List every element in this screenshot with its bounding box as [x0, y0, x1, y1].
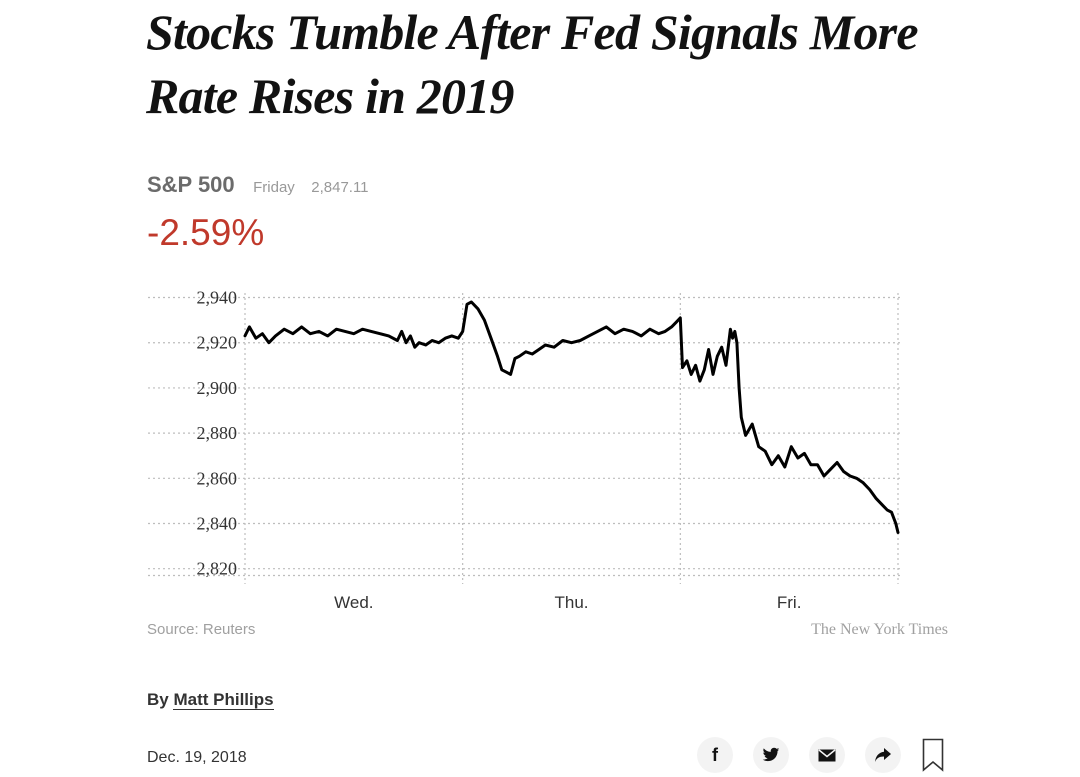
facebook-icon: f	[712, 744, 718, 765]
x-day-label: Wed.	[334, 593, 373, 612]
chart-credit: The New York Times	[811, 621, 948, 638]
y-tick-label: 2,880	[197, 423, 238, 443]
x-day-label: Thu.	[554, 593, 588, 612]
author-link[interactable]: Matt Phillips	[173, 690, 274, 710]
y-tick-label: 2,860	[197, 468, 238, 488]
y-tick-label: 2,820	[197, 559, 238, 579]
quote-day: Friday	[253, 179, 295, 196]
ticker-name: S&P 500	[147, 172, 235, 197]
headline: Stocks Tumble After Fed Signals More Rat…	[146, 4, 919, 124]
quote-row: S&P 500 Friday 2,847.11	[147, 172, 369, 198]
byline-prefix: By	[147, 690, 174, 709]
y-tick-label: 2,920	[197, 333, 238, 353]
save-button[interactable]	[921, 737, 945, 773]
share-tools: f	[697, 737, 945, 773]
twitter-icon	[762, 747, 780, 762]
quote-price: 2,847.11	[311, 179, 369, 196]
sp500-line-chart: 2,940 2,920 2,900 2,880 2,860 2,840 2,820 Wed. T…	[148, 288, 900, 612]
bookmark-icon	[922, 738, 944, 772]
chart-source: Source: Reuters	[147, 621, 256, 638]
email-share-button[interactable]	[809, 737, 845, 773]
y-tick-label: 2,840	[197, 514, 238, 534]
twitter-share-button[interactable]	[753, 737, 789, 773]
publish-date: Dec. 19, 2018	[147, 749, 247, 766]
x-day-label: Fri.	[777, 593, 802, 612]
y-tick-label: 2,900	[197, 378, 238, 398]
more-share-button[interactable]	[865, 737, 901, 773]
sp500-series-line	[243, 300, 900, 534]
share-icon	[875, 748, 891, 762]
y-tick-label: 2,940	[197, 288, 238, 308]
byline: By Matt Phillips	[147, 690, 274, 710]
percent-change: -2.59%	[147, 212, 265, 253]
facebook-share-button[interactable]: f	[697, 737, 733, 773]
email-icon	[818, 748, 836, 761]
